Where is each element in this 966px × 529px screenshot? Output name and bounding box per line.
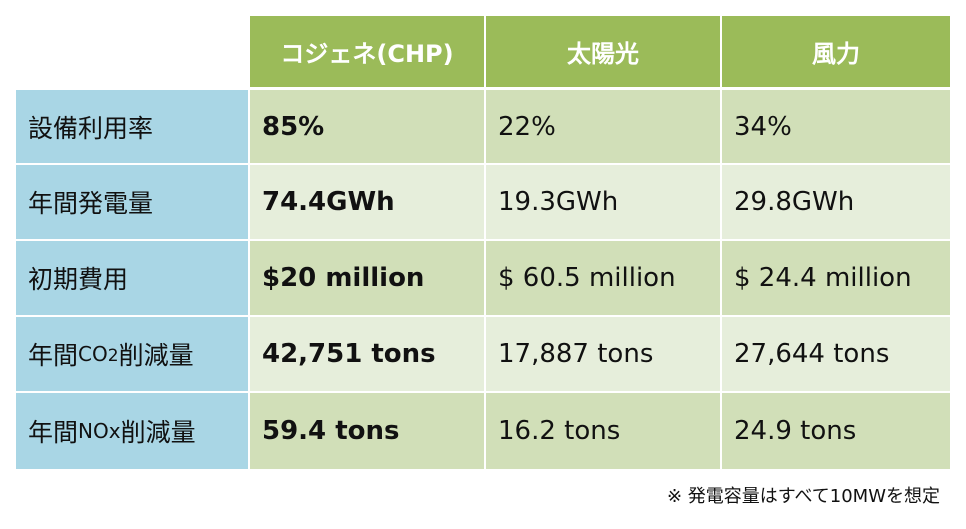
- cell-solar-nox-reduction: 16.2 tons: [486, 393, 722, 469]
- cell-solar-co2-reduction: 17,887 tons: [486, 317, 722, 393]
- footnote: ※ 発電容量はすべて10MWを想定: [666, 486, 940, 507]
- row-label-nox-reduction: 年間 NOx 削減量: [16, 393, 250, 469]
- header-chp: コジェネ(CHP): [250, 16, 486, 90]
- cell-chp-annual-generation: 74.4GWh: [250, 165, 486, 241]
- row-label-co2-reduction: 年間 CO 2 削減量: [16, 317, 250, 393]
- comparison-table: コジェネ(CHP) 太陽光 風力 設備利用率 85% 22% 34% 年間発電量…: [16, 16, 950, 469]
- row-label-nox-formula: NOx: [78, 419, 121, 443]
- header-solar: 太陽光: [486, 16, 722, 90]
- header-wind: 風力: [722, 16, 950, 90]
- row-label-utilization: 設備利用率: [16, 90, 250, 165]
- cell-chp-utilization: 85%: [250, 90, 486, 165]
- cell-wind-initial-cost: $ 24.4 million: [722, 241, 950, 317]
- row-label-initial-cost: 初期費用: [16, 241, 250, 317]
- cell-chp-nox-reduction: 59.4 tons: [250, 393, 486, 469]
- cell-wind-utilization: 34%: [722, 90, 950, 165]
- cell-chp-initial-cost: $20 million: [250, 241, 486, 317]
- cell-solar-utilization: 22%: [486, 90, 722, 165]
- cell-solar-annual-generation: 19.3GWh: [486, 165, 722, 241]
- cell-chp-co2-reduction: 42,751 tons: [250, 317, 486, 393]
- table-corner: [16, 16, 250, 90]
- cell-solar-initial-cost: $ 60.5 million: [486, 241, 722, 317]
- cell-wind-nox-reduction: 24.9 tons: [722, 393, 950, 469]
- row-label-co2-suffix: 削減量: [118, 341, 194, 370]
- row-label-co2-formula: CO: [78, 342, 108, 366]
- cell-wind-co2-reduction: 27,644 tons: [722, 317, 950, 393]
- cell-wind-annual-generation: 29.8GWh: [722, 165, 950, 241]
- row-label-nox-prefix: 年間: [28, 418, 79, 447]
- row-label-co2-subscript: 2: [107, 346, 119, 366]
- row-label-co2-prefix: 年間: [28, 341, 79, 370]
- row-label-nox-suffix: 削減量: [120, 418, 196, 447]
- row-label-annual-generation: 年間発電量: [16, 165, 250, 241]
